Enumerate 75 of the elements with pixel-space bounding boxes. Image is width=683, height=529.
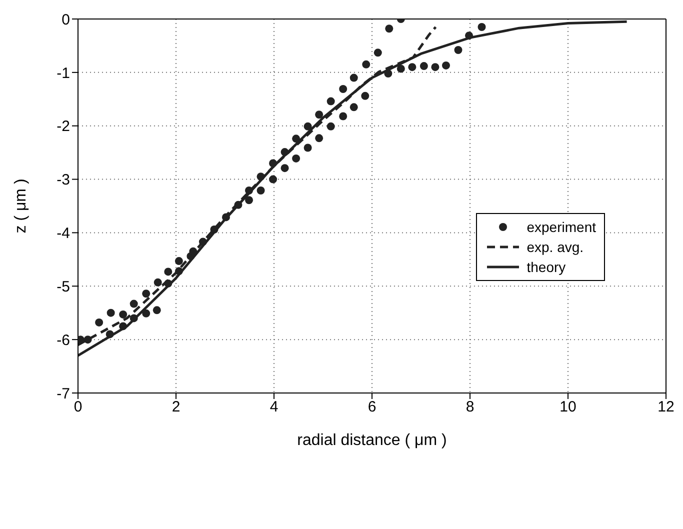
point	[326, 122, 335, 130]
point	[95, 318, 104, 326]
point	[154, 278, 162, 286]
point	[222, 213, 230, 222]
point	[164, 279, 172, 288]
point	[245, 196, 254, 204]
point	[361, 92, 370, 100]
x-tick-label: 10	[560, 398, 576, 416]
y-tick-label: -7	[56, 385, 70, 402]
point	[119, 322, 128, 330]
point	[454, 46, 462, 54]
point	[130, 314, 138, 322]
y-tick-label: -1	[56, 64, 70, 82]
point	[339, 84, 348, 93]
x-tick-label: 6	[368, 398, 376, 416]
y-tick-label: -4	[56, 225, 70, 242]
point	[350, 74, 358, 82]
point	[174, 267, 183, 276]
point	[269, 159, 278, 168]
point	[234, 200, 242, 209]
legend-label: experiment	[526, 219, 596, 235]
y-tick-label: -2	[56, 118, 70, 136]
x-tick-label: 2	[172, 398, 180, 416]
line-series	[78, 20, 628, 357]
x-tick-label: 4	[270, 398, 278, 416]
point	[152, 306, 161, 314]
legend-label: exp. avg.	[526, 239, 584, 255]
point	[339, 112, 348, 120]
point	[130, 300, 138, 308]
x-tick-label: 8	[466, 398, 474, 416]
point	[350, 103, 358, 112]
point	[408, 63, 416, 72]
point	[164, 268, 172, 276]
point	[385, 24, 394, 33]
point	[256, 186, 265, 195]
point	[304, 144, 312, 152]
point	[465, 32, 474, 40]
point	[362, 60, 370, 68]
y-tick-label: 0	[62, 11, 70, 28]
point	[292, 154, 300, 162]
point	[256, 172, 265, 181]
x-tick-label: 0	[74, 398, 82, 416]
point	[280, 164, 289, 172]
point	[396, 64, 405, 73]
y-tick-label: -5	[56, 278, 70, 296]
point	[119, 310, 128, 318]
point	[280, 148, 289, 156]
x-tick-label: 12	[658, 398, 674, 416]
point	[189, 247, 198, 256]
point	[442, 61, 450, 70]
point	[315, 134, 324, 142]
y-tick-label: -6	[56, 332, 70, 349]
point	[106, 308, 115, 317]
point	[374, 48, 382, 57]
point	[420, 62, 428, 70]
point	[431, 63, 440, 72]
point	[292, 134, 300, 143]
point	[269, 175, 278, 184]
point	[106, 330, 114, 338]
point	[478, 23, 486, 32]
point	[326, 97, 335, 106]
point	[174, 257, 183, 266]
point	[84, 336, 92, 344]
legend-label: theory	[526, 259, 566, 275]
y-tick-label: -3	[56, 172, 70, 189]
point	[304, 122, 312, 130]
point	[210, 226, 218, 234]
point	[245, 186, 254, 195]
point	[315, 110, 324, 119]
y-axis-title: z ( μm )	[12, 178, 30, 234]
point	[142, 309, 150, 318]
point	[142, 290, 150, 298]
point	[198, 238, 207, 246]
x-axis-title: radial distance ( μm )	[297, 432, 447, 449]
point	[384, 69, 392, 78]
